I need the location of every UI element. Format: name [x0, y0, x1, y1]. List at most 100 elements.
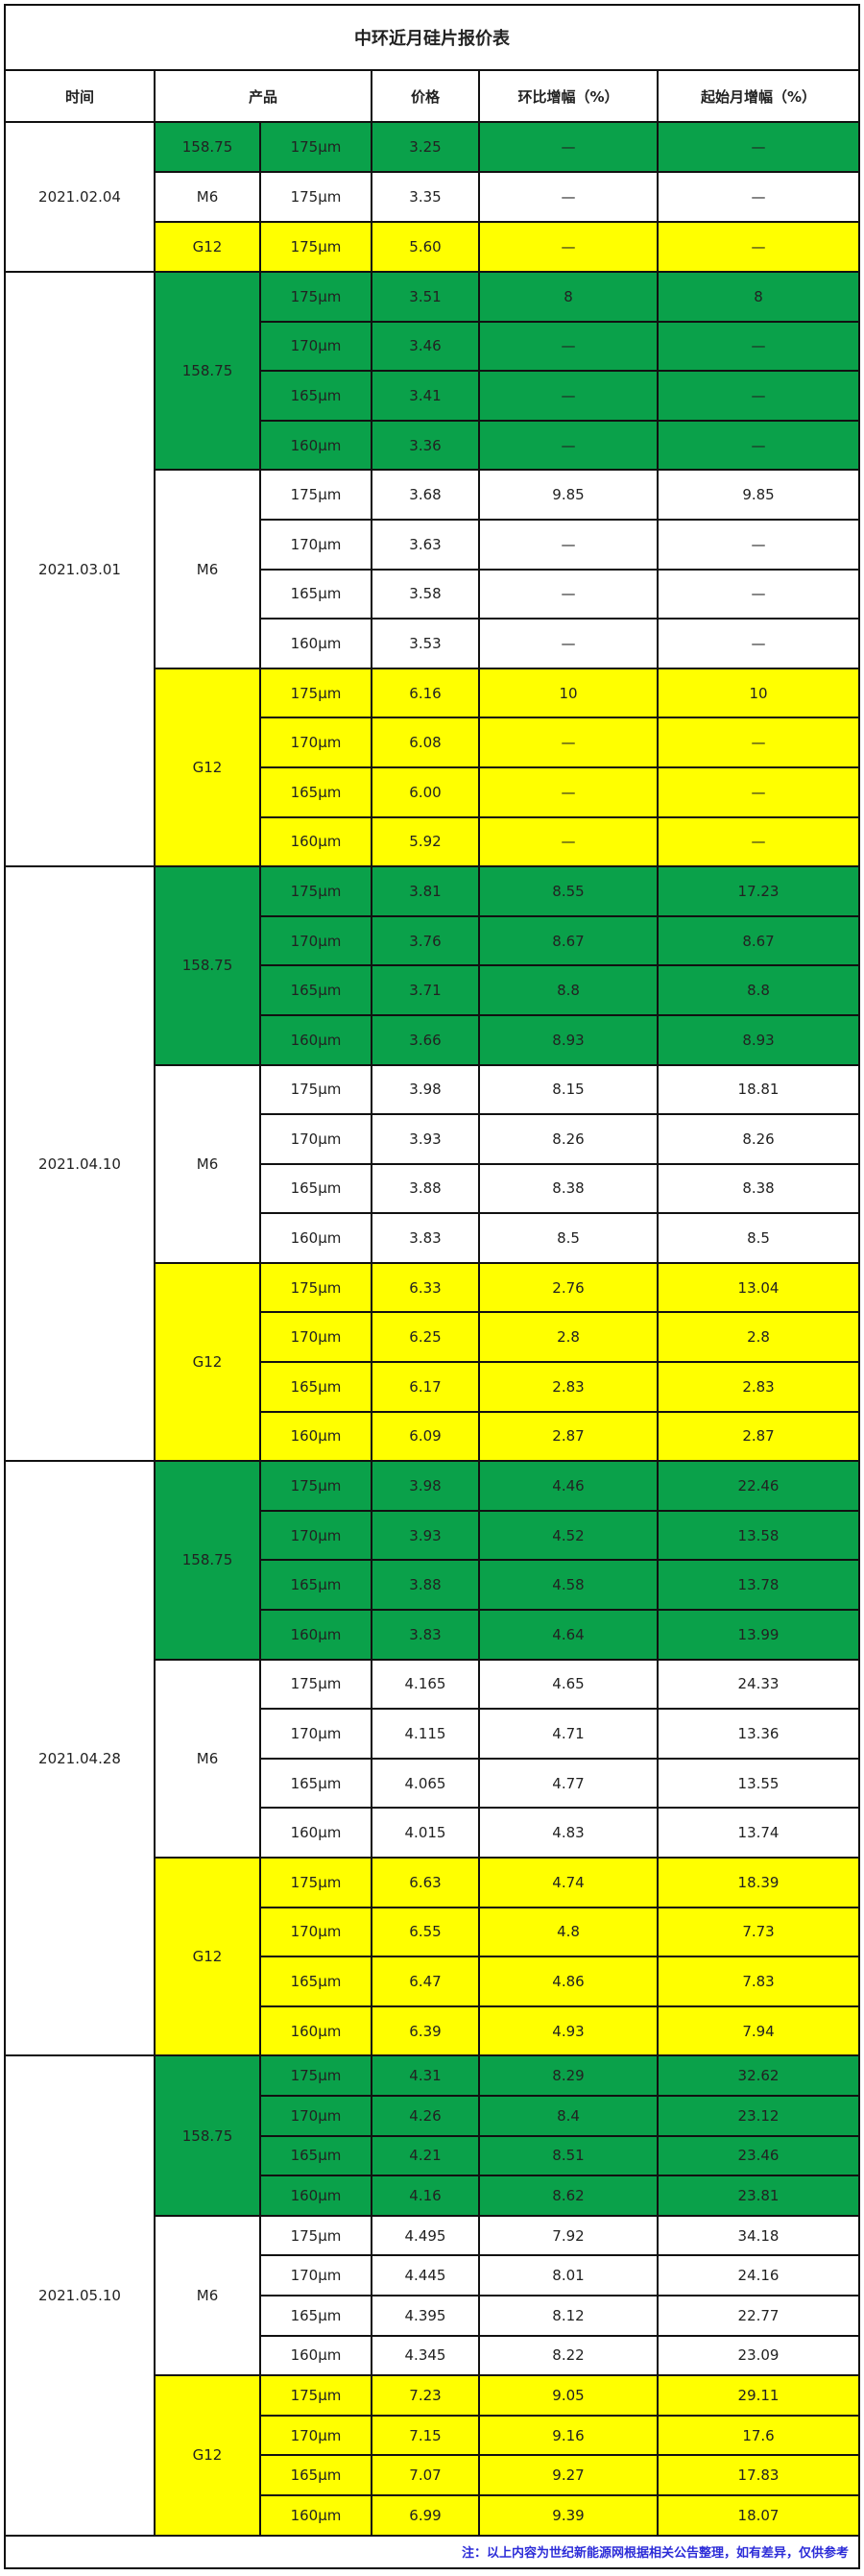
product-size-cell: 158.75 [154, 2054, 261, 2217]
mom-change-cell: 2.87 [478, 1410, 659, 1463]
from-start-change-cell: 34.18 [656, 2214, 861, 2257]
thickness-cell: 170μm [259, 1509, 372, 1562]
mom-change-cell: 8.01 [478, 2254, 659, 2297]
thickness-cell: 165μm [259, 370, 372, 422]
table-title: 中环近月硅片报价表 [3, 4, 861, 71]
mom-change-cell: 8.5 [478, 1212, 659, 1264]
mom-change-cell: 4.77 [478, 1757, 659, 1810]
price-cell: 7.23 [371, 2374, 480, 2417]
thickness-cell: 165μm [259, 1956, 372, 2007]
table-row: 165μm 6.00— — [5, 766, 861, 818]
thickness-cell: 165μm [259, 964, 372, 1016]
table-row: 170μm 7.15 9.16 17.6 [5, 2414, 861, 2457]
product-size-cell: 158.75 [154, 865, 261, 1066]
price-cell: 4.445 [371, 2254, 480, 2297]
thickness-cell: 175μm [259, 2214, 372, 2257]
price-cell: 4.165 [371, 1658, 480, 1711]
thickness-cell: 170μm [259, 717, 372, 768]
thickness-cell: 170μm [259, 914, 372, 967]
from-start-change-cell: 17.23 [656, 865, 861, 917]
thickness-cell: 165μm [259, 2294, 372, 2337]
table-row: 165μm 3.88 8.38 8.38 [5, 1162, 861, 1215]
mom-change-cell: 8 [478, 271, 659, 323]
price-cell: 3.51 [371, 271, 480, 323]
price-cell: 6.25 [371, 1311, 480, 1364]
mom-change-cell: 8.12 [478, 2294, 659, 2337]
product-size-cell: M6 [154, 469, 261, 669]
thickness-cell: 165μm [259, 2454, 372, 2496]
mom-change-cell: 8.93 [478, 1013, 659, 1066]
header-from-start: 起始月增幅（%） [656, 69, 861, 123]
table-row: 160μm 4.015 4.83 13.74 [5, 1807, 861, 1859]
thickness-cell: 160μm [259, 419, 372, 472]
from-start-change-cell: 9.85 [656, 469, 861, 521]
from-start-change-cell: — [656, 518, 861, 571]
mom-change-cell: — [478, 320, 659, 373]
thickness-cell: 175μm [259, 1857, 372, 1908]
date-cell: 2021.04.10 [4, 865, 156, 1463]
thickness-cell: 175μm [259, 1658, 372, 1711]
price-cell: 6.08 [371, 717, 480, 768]
from-start-change-cell: 10 [656, 667, 861, 719]
thickness-cell: 175μm [259, 1063, 372, 1116]
thickness-cell: 175μm [259, 121, 372, 173]
mom-change-cell: 8.29 [478, 2054, 659, 2097]
price-cell: 6.09 [371, 1410, 480, 1463]
from-start-change-cell: 18.07 [656, 2493, 861, 2537]
product-size-cell: 158.75 [154, 270, 261, 472]
product-size-cell: G12 [154, 1261, 261, 1463]
product-size-cell: 158.75 [154, 121, 261, 173]
from-start-change-cell: — [656, 370, 861, 422]
price-cell: 5.92 [371, 815, 480, 868]
mom-change-cell: 9.16 [478, 2414, 659, 2457]
price-cell: 4.015 [371, 1807, 480, 1859]
thickness-cell: 170μm [259, 518, 372, 571]
thickness-cell: 170μm [259, 1113, 372, 1165]
price-cell: 7.15 [371, 2414, 480, 2457]
from-start-change-cell: — [656, 419, 861, 472]
from-start-change-cell: 13.55 [656, 1757, 861, 1810]
from-start-change-cell: — [656, 717, 861, 768]
from-start-change-cell: 13.04 [656, 1261, 861, 1314]
price-cell: 3.83 [371, 1609, 480, 1661]
from-start-change-cell: 8.5 [656, 1212, 861, 1264]
mom-change-cell: — [478, 618, 659, 669]
table-row: 2021.03.01 158.75 175μm 3.51 8 8 [4, 270, 861, 868]
from-start-change-cell: 23.46 [656, 2134, 861, 2177]
table-row: 160μm 3.83 8.5 8.5 [5, 1212, 861, 1264]
from-start-change-cell: 8.26 [656, 1113, 861, 1165]
mom-change-cell: 4.8 [478, 1906, 659, 1958]
thickness-cell: 160μm [259, 1410, 372, 1463]
price-cell: 6.99 [371, 2493, 480, 2537]
table-row: 160μm 4.16 8.62 23.81 [5, 2175, 861, 2217]
mom-change-cell: 4.58 [478, 1559, 659, 1612]
from-start-change-cell: 2.87 [656, 1410, 861, 1463]
from-start-change-cell: 23.81 [656, 2175, 861, 2217]
mom-change-cell: 9.05 [478, 2374, 659, 2417]
thickness-cell: 165μm [259, 1361, 372, 1413]
thickness-cell: 170μm [259, 2254, 372, 2297]
price-cell: 4.395 [371, 2294, 480, 2337]
price-cell: 3.88 [371, 1559, 480, 1612]
mom-change-cell: 8.4 [478, 2094, 659, 2137]
from-start-change-cell: 23.09 [656, 2334, 861, 2377]
price-table: 中环近月硅片报价表 时间 产品 价格 环比增幅（%） 起始月增幅（%） 2021… [3, 4, 861, 2569]
from-start-change-cell: 8.8 [656, 964, 861, 1016]
mom-change-cell: — [478, 121, 659, 173]
mom-change-cell: 9.27 [478, 2454, 659, 2496]
price-cell: 6.63 [371, 1857, 480, 1908]
mom-change-cell: 8.15 [478, 1063, 659, 1116]
from-start-change-cell: 8.67 [656, 914, 861, 967]
from-start-change-cell: — [656, 618, 861, 669]
thickness-cell: 175μm [259, 469, 372, 521]
mom-change-cell: — [478, 518, 659, 571]
header-time: 时间 [4, 69, 156, 123]
from-start-change-cell: 23.12 [656, 2094, 861, 2137]
thickness-cell: 175μm [259, 667, 372, 719]
price-cell: 3.36 [371, 419, 480, 472]
header-product: 产品 [154, 69, 372, 123]
product-size-cell: M6 [154, 1063, 261, 1264]
from-start-change-cell: 7.94 [656, 2005, 861, 2057]
mom-change-cell: 4.93 [478, 2005, 659, 2057]
